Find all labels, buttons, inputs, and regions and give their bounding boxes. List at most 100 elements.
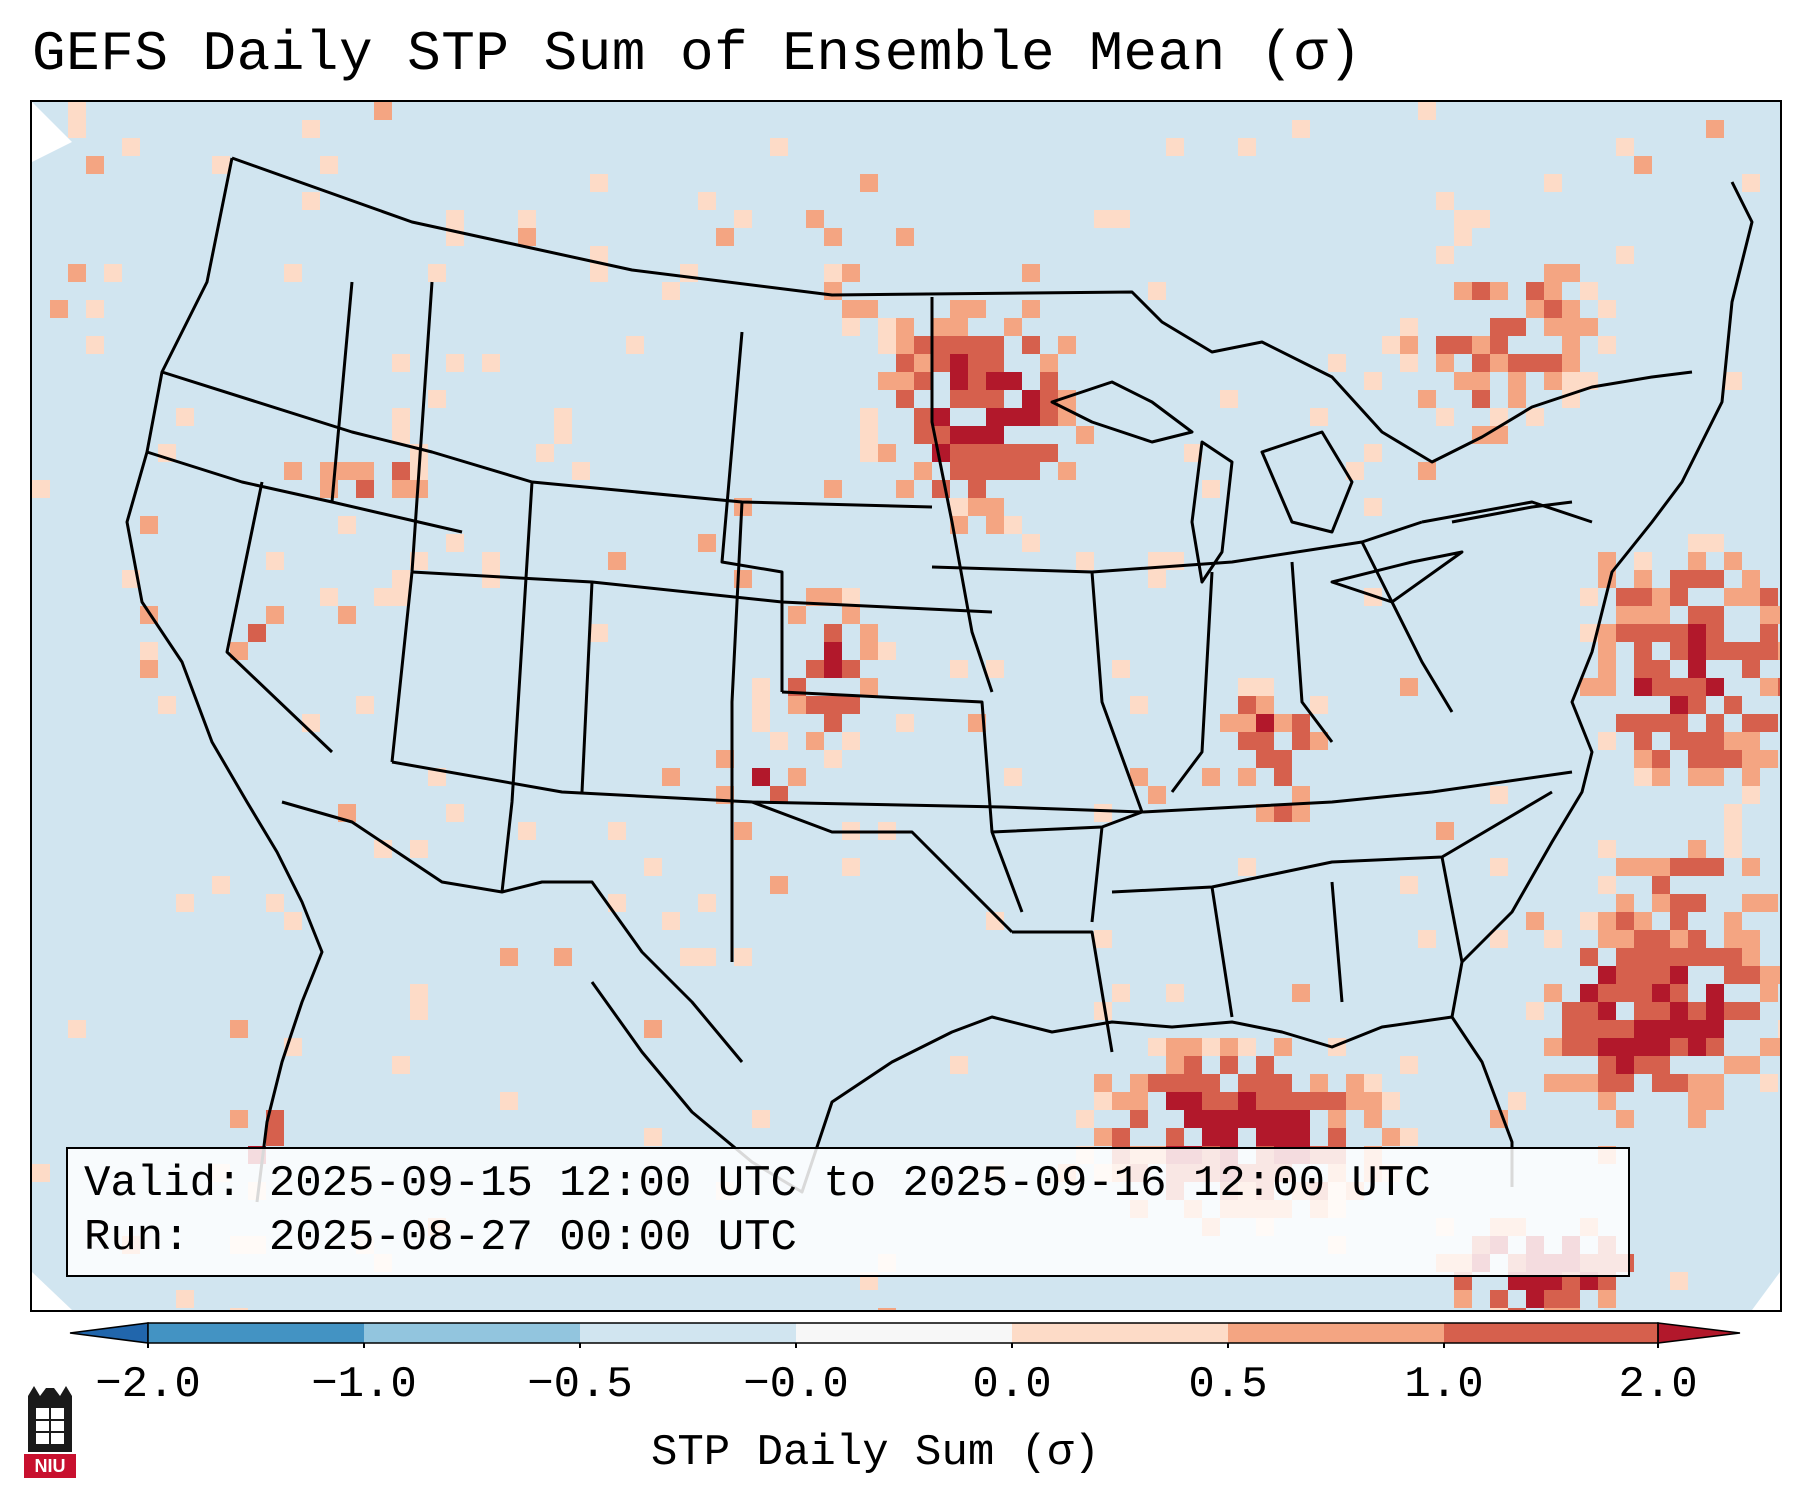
- colorbar: [69, 1322, 1741, 1348]
- stp-cell: [1652, 984, 1670, 1002]
- stp-cell: [968, 390, 986, 408]
- stp-cell: [1490, 408, 1508, 426]
- stp-cell: [1256, 732, 1274, 750]
- stp-cell: [1760, 1074, 1778, 1092]
- stp-cell: [950, 426, 968, 444]
- stp-cell: [1364, 498, 1382, 516]
- stp-cell: [68, 120, 86, 138]
- stp-cell: [32, 1164, 50, 1182]
- stp-cell: [788, 696, 806, 714]
- stp-cell: [86, 300, 104, 318]
- stp-cell: [878, 336, 896, 354]
- stp-cell: [986, 498, 1004, 516]
- stp-cell: [1616, 1110, 1634, 1128]
- colorbar-tick-label: −0.0: [743, 1360, 849, 1410]
- stp-cell: [284, 264, 302, 282]
- stp-cell: [1382, 336, 1400, 354]
- stp-cell: [1724, 1056, 1742, 1074]
- stp-cell: [1706, 642, 1724, 660]
- stp-cell: [842, 606, 860, 624]
- stp-anomaly-cells: [32, 102, 1780, 1310]
- us-canada-border: [231, 156, 1693, 464]
- stp-cell: [1634, 642, 1652, 660]
- stp-cell: [842, 858, 860, 876]
- stp-cell: [1364, 1092, 1382, 1110]
- stp-cell: [1598, 678, 1616, 696]
- stp-cell: [1526, 1290, 1544, 1308]
- stp-cell: [140, 516, 158, 534]
- stp-cell: [284, 462, 302, 480]
- stp-cell: [1238, 732, 1256, 750]
- colorbar-segment: [148, 1323, 364, 1343]
- stp-cell: [1634, 570, 1652, 588]
- stp-cell: [1454, 282, 1472, 300]
- stp-cell: [1670, 930, 1688, 948]
- stp-cell: [1202, 1092, 1220, 1110]
- stp-cell: [1508, 372, 1526, 390]
- stp-cell: [1778, 1038, 1780, 1056]
- stp-cell: [1634, 750, 1652, 768]
- stp-cell: [824, 714, 842, 732]
- stp-cell: [68, 1020, 86, 1038]
- stp-cell: [1580, 678, 1598, 696]
- stp-cell: [878, 1308, 896, 1310]
- stp-cell: [824, 642, 842, 660]
- stp-cell: [1238, 768, 1256, 786]
- stp-cell: [1742, 858, 1760, 876]
- stp-cell: [968, 714, 986, 732]
- stp-cell: [482, 354, 500, 372]
- stp-cell: [590, 174, 608, 192]
- stp-cell: [932, 408, 950, 426]
- stp-cell: [878, 444, 896, 462]
- stp-cell: [1580, 282, 1598, 300]
- stp-cell: [1616, 948, 1634, 966]
- stp-cell: [1238, 1110, 1256, 1128]
- colorbar-tick-label: 0.5: [1188, 1360, 1268, 1410]
- stp-cell: [680, 948, 698, 966]
- stp-cell: [1436, 822, 1454, 840]
- stp-cell: [1328, 354, 1346, 372]
- stp-cell: [932, 444, 950, 462]
- logo-text: NIU: [35, 1456, 66, 1476]
- stp-cell: [1130, 768, 1148, 786]
- stp-cell: [1652, 894, 1670, 912]
- stp-cell: [1616, 894, 1634, 912]
- stp-cell: [1004, 372, 1022, 390]
- stp-cell: [698, 894, 716, 912]
- stp-cell: [752, 678, 770, 696]
- stp-cell: [1598, 642, 1616, 660]
- stp-cell: [1490, 786, 1508, 804]
- stp-cell: [752, 768, 770, 786]
- stp-cell: [1688, 534, 1706, 552]
- stp-cell: [1022, 390, 1040, 408]
- stp-cell: [1202, 768, 1220, 786]
- stp-cell: [1616, 1020, 1634, 1038]
- stp-cell: [1760, 588, 1778, 606]
- stp-cell: [1400, 1128, 1418, 1146]
- stp-cell: [1094, 1128, 1112, 1146]
- stp-cell: [1706, 606, 1724, 624]
- stp-cell: [500, 948, 518, 966]
- stp-cell: [1094, 1092, 1112, 1110]
- stp-cell: [986, 426, 1004, 444]
- colorbar-segments: [69, 1322, 1741, 1348]
- stp-cell: [32, 480, 50, 498]
- stp-cell: [1418, 390, 1436, 408]
- stp-cell: [608, 894, 626, 912]
- stp-cell: [1688, 858, 1706, 876]
- stp-cell: [1058, 336, 1076, 354]
- stp-cell: [932, 336, 950, 354]
- stp-cell: [1004, 516, 1022, 534]
- stp-cell: [1166, 984, 1184, 1002]
- stp-cell: [68, 102, 86, 120]
- stp-cell: [392, 426, 410, 444]
- stp-cell: [1490, 336, 1508, 354]
- stp-cell: [1688, 642, 1706, 660]
- stp-cell: [1724, 948, 1742, 966]
- stp-cell: [446, 210, 464, 228]
- stp-cell: [824, 624, 842, 642]
- stp-cell: [266, 1110, 284, 1128]
- stp-cell: [1094, 804, 1112, 822]
- stp-cell: [986, 390, 1004, 408]
- stp-cell: [1184, 1056, 1202, 1074]
